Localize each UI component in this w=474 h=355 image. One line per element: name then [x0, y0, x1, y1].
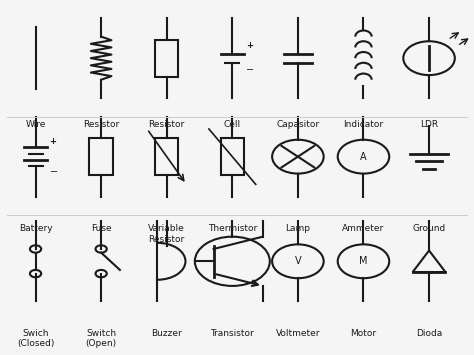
Text: +: +: [50, 137, 56, 146]
Text: Swich
(Closed): Swich (Closed): [17, 329, 54, 348]
Text: −: −: [246, 65, 255, 76]
Text: Dioda: Dioda: [416, 329, 442, 338]
Text: Fuse: Fuse: [91, 224, 111, 233]
Text: Lamp: Lamp: [285, 224, 310, 233]
Text: Ammeter: Ammeter: [342, 224, 384, 233]
Text: Ground: Ground: [412, 224, 446, 233]
Text: Motor: Motor: [350, 329, 376, 338]
Text: LDR: LDR: [420, 120, 438, 129]
Text: V: V: [294, 256, 301, 266]
Text: Thermistor: Thermistor: [208, 224, 257, 233]
Text: Wire: Wire: [26, 120, 46, 129]
Bar: [220, 138, 244, 175]
Bar: [90, 138, 113, 175]
Text: Indicator: Indicator: [344, 120, 383, 129]
Text: −: −: [50, 167, 58, 177]
Text: Transistor: Transistor: [210, 329, 254, 338]
Text: M: M: [359, 256, 368, 266]
Bar: [155, 138, 178, 175]
Text: Variable
Resistor: Variable Resistor: [148, 224, 185, 244]
Text: A: A: [360, 152, 367, 162]
Text: Resistor: Resistor: [83, 120, 119, 129]
Text: Cell: Cell: [224, 120, 241, 129]
Bar: [155, 40, 178, 77]
Text: Capasitor: Capasitor: [276, 120, 319, 129]
Text: Switch
(Open): Switch (Open): [86, 329, 117, 348]
Text: Buzzer: Buzzer: [151, 329, 182, 338]
Text: Resistor: Resistor: [149, 120, 185, 129]
Text: Voltmeter: Voltmeter: [276, 329, 320, 338]
Text: Battery: Battery: [19, 224, 53, 233]
Text: +: +: [246, 42, 254, 50]
